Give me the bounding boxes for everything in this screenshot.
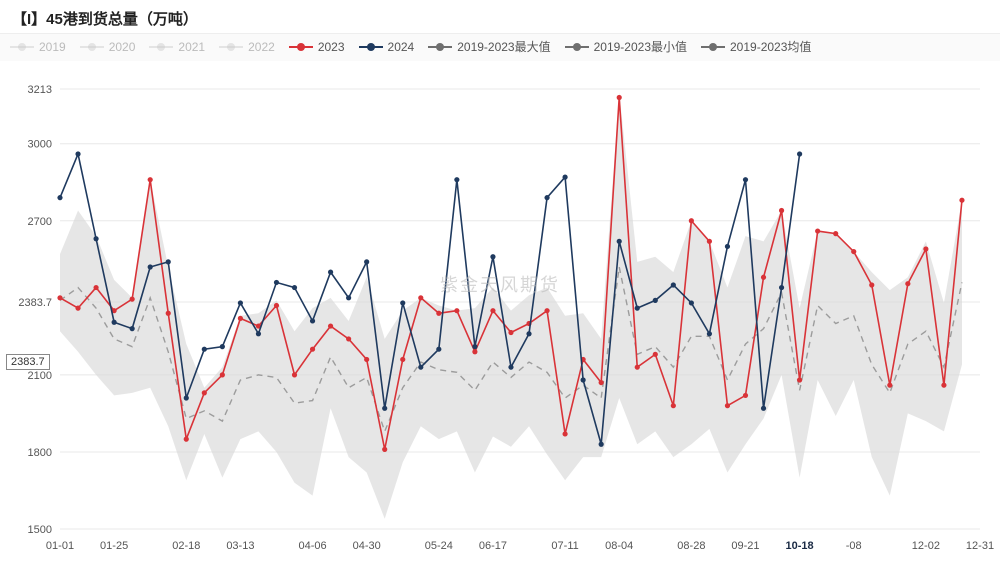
svg-text:01-01: 01-01 — [46, 540, 74, 552]
svg-text:3213: 3213 — [28, 84, 52, 96]
legend-item[interactable]: 2024 — [359, 40, 415, 54]
svg-text:2700: 2700 — [28, 216, 52, 228]
legend-swatch — [80, 42, 104, 52]
legend-item[interactable]: 2022 — [219, 40, 275, 54]
chart-title: 【I】45港到货总量（万吨） — [0, 0, 1000, 34]
svg-text:09-21: 09-21 — [731, 540, 759, 552]
svg-text:1800: 1800 — [28, 447, 52, 459]
legend-swatch — [565, 42, 589, 52]
legend-item[interactable]: 2019-2023最小值 — [565, 38, 687, 55]
legend-label: 2024 — [388, 40, 415, 54]
legend-swatch — [10, 42, 34, 52]
legend-item[interactable]: 2019-2023最大值 — [428, 38, 550, 55]
svg-text:1500: 1500 — [28, 524, 52, 536]
legend-item[interactable]: 2021 — [149, 40, 205, 54]
legend-item[interactable]: 2023 — [289, 40, 345, 54]
legend-swatch — [359, 42, 383, 52]
legend-label: 2021 — [178, 40, 205, 54]
legend-item[interactable]: 2020 — [80, 40, 136, 54]
chart-legend: 2019 2020 2021 2022 2023 2024 2019-2023最大值 2019… — [0, 34, 1000, 61]
svg-text:10-18: 10-18 — [786, 540, 814, 552]
svg-text:01-25: 01-25 — [100, 540, 128, 552]
svg-text:06-17: 06-17 — [479, 540, 507, 552]
legend-label: 2020 — [109, 40, 136, 54]
legend-label: 2022 — [248, 40, 275, 54]
svg-text:08-28: 08-28 — [677, 540, 705, 552]
svg-text:2100: 2100 — [28, 370, 52, 382]
chart-svg: 1500180021002383.727003000321301-0101-25… — [0, 61, 1000, 557]
svg-text:04-06: 04-06 — [298, 540, 326, 552]
svg-text:-08: -08 — [846, 540, 862, 552]
svg-text:04-30: 04-30 — [353, 540, 381, 552]
svg-text:12-31: 12-31 — [966, 540, 994, 552]
legend-label: 2023 — [318, 40, 345, 54]
svg-text:02-18: 02-18 — [172, 540, 200, 552]
legend-item[interactable]: 2019 — [10, 40, 66, 54]
svg-text:05-24: 05-24 — [425, 540, 453, 552]
legend-swatch — [219, 42, 243, 52]
legend-label: 2019 — [39, 40, 66, 54]
chart-area: 紫金天风期货 2383.7 1500180021002383.727003000… — [0, 61, 1000, 557]
svg-text:08-04: 08-04 — [605, 540, 633, 552]
legend-label: 2019-2023最小值 — [594, 38, 687, 55]
reference-value-label: 2383.7 — [6, 354, 50, 370]
svg-text:3000: 3000 — [28, 139, 52, 151]
legend-swatch — [289, 42, 313, 52]
legend-swatch — [149, 42, 173, 52]
legend-label: 2019-2023均值 — [730, 38, 811, 55]
legend-swatch — [701, 42, 725, 52]
legend-swatch — [428, 42, 452, 52]
svg-text:2383.7: 2383.7 — [18, 297, 52, 309]
svg-text:07-11: 07-11 — [551, 540, 578, 552]
legend-label: 2019-2023最大值 — [457, 38, 550, 55]
svg-text:03-13: 03-13 — [226, 540, 254, 552]
svg-text:12-02: 12-02 — [912, 540, 940, 552]
legend-item[interactable]: 2019-2023均值 — [701, 38, 811, 55]
